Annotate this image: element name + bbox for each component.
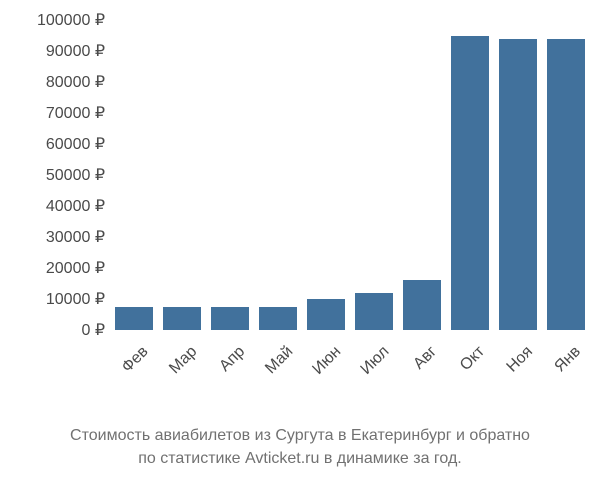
x-axis-label: Ноя (503, 343, 536, 376)
y-axis-label: 70000 ₽ (46, 103, 105, 123)
bar-chart: 0 ₽ 10000 ₽ 20000 ₽ 30000 ₽ 40000 ₽ 50000 ₽ 60… (10, 10, 590, 390)
bar (355, 293, 392, 330)
x-axis-label: Мар (166, 343, 201, 378)
y-axis-label: 40000 ₽ (46, 196, 105, 216)
x-axis-label: Фев (119, 343, 153, 377)
x-axis-label: Июн (309, 343, 345, 379)
y-axis-label: 60000 ₽ (46, 134, 105, 154)
x-axis-label: Апр (216, 343, 249, 376)
bar (451, 36, 488, 331)
y-axis: 0 ₽10000 ₽20000 ₽30000 ₽40000 ₽50000 ₽60… (10, 10, 105, 330)
y-axis-label: 10000 ₽ (46, 289, 105, 309)
y-axis-label: 100000 ₽ (37, 10, 105, 30)
x-axis-label: Май (262, 343, 297, 378)
bar (259, 307, 296, 330)
y-axis-label: 20000 ₽ (46, 258, 105, 278)
plot-area (110, 20, 590, 330)
x-axis-label: Авг (410, 343, 440, 373)
y-axis-label: 0 ₽ (81, 320, 105, 340)
y-axis-label: 30000 ₽ (46, 227, 105, 247)
bar (211, 307, 248, 330)
bar (547, 39, 584, 330)
x-axis: Фев Мар Апр Май Июн Июл Авг Окт Ноя Янв (110, 335, 590, 395)
caption-line2: по статистике Avticket.ru в динамике за … (138, 450, 462, 467)
chart-caption: Стоимость авиабилетов из Сургута в Екате… (0, 425, 600, 470)
y-axis-label: 80000 ₽ (46, 72, 105, 92)
bar (163, 307, 200, 330)
caption-line1: Стоимость авиабилетов из Сургута в Екате… (70, 427, 530, 444)
y-axis-label: 90000 ₽ (46, 41, 105, 61)
y-axis-label: 50000 ₽ (46, 165, 105, 185)
bar (115, 307, 152, 330)
bar (403, 280, 440, 330)
x-axis-label: Июл (357, 343, 393, 379)
x-axis-label: Янв (552, 343, 585, 376)
x-axis-label: Окт (457, 343, 489, 375)
bar (499, 39, 536, 330)
bar (307, 299, 344, 330)
